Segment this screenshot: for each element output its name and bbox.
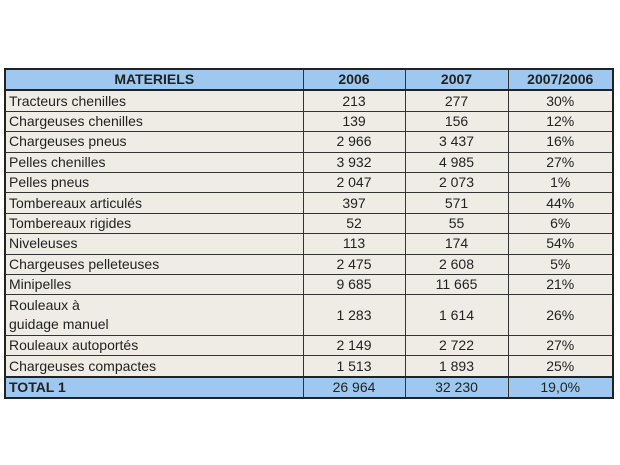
value-2007: 4 985 <box>404 151 509 173</box>
value-2006: 139 <box>302 110 406 133</box>
materiels-table: MATERIELS 2006 2007 2007/2006 Tracteurs … <box>4 68 614 400</box>
table-row: Tombereaux rigides 52 55 6% <box>4 212 614 235</box>
value-2007: 2 722 <box>404 335 509 357</box>
header-ratio: 2007/2006 <box>507 68 614 92</box>
value-2006: 397 <box>302 192 406 214</box>
table-row: Rouleaux à guidage manuel 1 283 1 614 26% <box>4 294 614 337</box>
row-label: Chargeuses compactes <box>4 355 304 378</box>
row-label: Chargeuses chenilles <box>4 110 304 133</box>
row-label-line: guidage manuel <box>9 316 109 333</box>
row-label: Tombereaux articulés <box>4 192 304 214</box>
value-ratio: 6% <box>507 212 614 235</box>
table-row: Chargeuses pelleteuses 2 475 2 608 5% <box>4 253 614 275</box>
value-2007: 55 <box>404 212 509 235</box>
value-2006: 2 149 <box>302 335 406 357</box>
value-2006: 52 <box>302 212 406 235</box>
value-2006: 1 283 <box>302 294 406 337</box>
row-label: Tracteurs chenilles <box>4 89 304 112</box>
value-2007: 2 073 <box>404 171 509 194</box>
value-ratio: 16% <box>507 131 614 153</box>
header-2007: 2007 <box>404 68 509 92</box>
row-label: Chargeuses pneus <box>4 131 304 153</box>
value-ratio: 26% <box>507 294 614 337</box>
table-row: Tracteurs chenilles 213 277 30% <box>4 89 614 112</box>
value-2007: 277 <box>404 89 509 112</box>
value-ratio: 54% <box>507 233 614 255</box>
row-label: Chargeuses pelleteuses <box>4 253 304 275</box>
total-2006: 26 964 <box>302 375 406 399</box>
table-row: Niveleuses 113 174 54% <box>4 233 614 255</box>
value-2007: 2 608 <box>404 253 509 275</box>
value-ratio: 1% <box>507 171 614 194</box>
value-2006: 2 047 <box>302 171 406 194</box>
value-2007: 1 893 <box>404 355 509 378</box>
row-label: Pelles chenilles <box>4 151 304 173</box>
value-2006: 2 966 <box>302 131 406 153</box>
value-2006: 9 685 <box>302 273 406 296</box>
value-2007: 174 <box>404 233 509 255</box>
row-label-line: Rouleaux à <box>9 297 80 314</box>
table-row: Chargeuses compactes 1 513 1 893 25% <box>4 355 614 378</box>
total-2007: 32 230 <box>404 375 509 399</box>
value-ratio: 27% <box>507 151 614 173</box>
row-label: Niveleuses <box>4 233 304 255</box>
value-2006: 3 932 <box>302 151 406 173</box>
value-2007: 3 437 <box>404 131 509 153</box>
value-2007: 1 614 <box>404 294 509 337</box>
table-row: Pelles pneus 2 047 2 073 1% <box>4 171 614 194</box>
value-ratio: 44% <box>507 192 614 214</box>
total-label: TOTAL 1 <box>4 375 304 399</box>
value-2006: 213 <box>302 89 406 112</box>
value-2007: 156 <box>404 110 509 133</box>
table-row: Tombereaux articulés 397 571 44% <box>4 192 614 214</box>
value-2006: 113 <box>302 233 406 255</box>
header-2006: 2006 <box>302 68 406 92</box>
row-label: Rouleaux autoportés <box>4 335 304 357</box>
row-label: Minipelles <box>4 273 304 296</box>
row-label: Pelles pneus <box>4 171 304 194</box>
value-2007: 11 665 <box>404 273 509 296</box>
value-2007: 571 <box>404 192 509 214</box>
value-2006: 1 513 <box>302 355 406 378</box>
value-ratio: 30% <box>507 89 614 112</box>
value-ratio: 21% <box>507 273 614 296</box>
row-label: Rouleaux à guidage manuel <box>4 294 304 337</box>
table-header-row: MATERIELS 2006 2007 2007/2006 <box>4 68 614 92</box>
table-row: Chargeuses chenilles 139 156 12% <box>4 110 614 133</box>
total-row: TOTAL 1 26 964 32 230 19,0% <box>4 375 614 399</box>
value-ratio: 27% <box>507 335 614 357</box>
row-label: Tombereaux rigides <box>4 212 304 235</box>
table-row: Minipelles 9 685 11 665 21% <box>4 273 614 296</box>
value-ratio: 12% <box>507 110 614 133</box>
table-row: Chargeuses pneus 2 966 3 437 16% <box>4 131 614 153</box>
header-materiels: MATERIELS <box>4 68 304 92</box>
table-row: Pelles chenilles 3 932 4 985 27% <box>4 151 614 173</box>
value-ratio: 25% <box>507 355 614 378</box>
table-row: Rouleaux autoportés 2 149 2 722 27% <box>4 335 614 357</box>
total-ratio: 19,0% <box>507 375 614 399</box>
value-ratio: 5% <box>507 253 614 275</box>
value-2006: 2 475 <box>302 253 406 275</box>
